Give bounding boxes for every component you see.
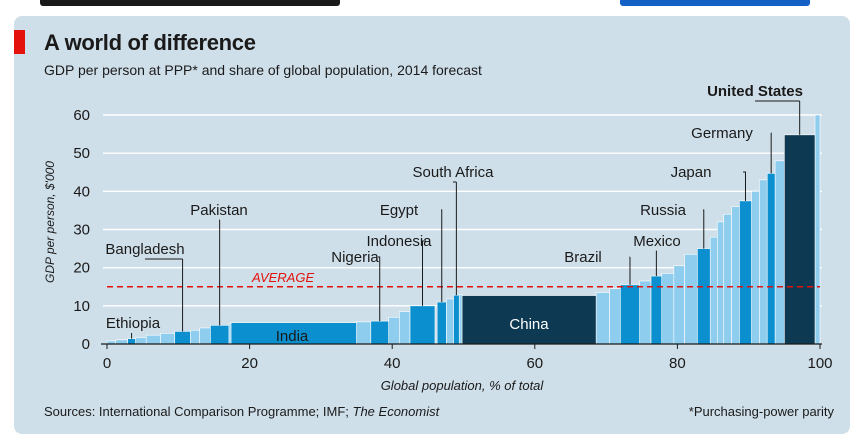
leader-russia: [703, 209, 705, 249]
bar-nigeria: [370, 320, 389, 345]
y-tick-label-50: 50: [73, 145, 90, 162]
x-tick-label-80: 80: [669, 355, 686, 372]
bar-country-21: [723, 213, 732, 345]
bar-country-6: [199, 327, 211, 345]
gridlines: [103, 114, 822, 307]
y-tick-label-10: 10: [73, 298, 90, 315]
bar-country-25: [774, 160, 785, 345]
bar-country-8: [356, 321, 372, 345]
bar-country-24: [759, 179, 768, 345]
label-russia: Russia: [640, 202, 687, 219]
bar-south-africa: [453, 294, 460, 345]
average-line-group: AVERAGE: [107, 270, 820, 288]
average-label: AVERAGE: [251, 270, 314, 285]
chart-title: A world of difference: [44, 30, 256, 55]
bar-country-17: [673, 265, 685, 345]
bar-brazil: [620, 284, 640, 345]
y-axis-title: GDP per person, $'000: [43, 161, 57, 283]
label-china: China: [509, 316, 549, 333]
bar-bangladesh: [174, 331, 191, 345]
bar-indonesia: [409, 305, 436, 345]
axes: 0 10 20 30 40 50 60 0 20 40 60 80 100 Global populati…: [43, 107, 833, 393]
x-tick-label-100: 100: [807, 355, 832, 372]
y-tick-label-20: 20: [73, 260, 90, 277]
sources-publication: The Economist: [352, 404, 440, 419]
bar-country-2: [135, 337, 147, 345]
top-edge-strip: [0, 0, 864, 14]
bar-country-20: [717, 221, 725, 345]
bar-country-19: [709, 236, 718, 345]
bar-country-22: [731, 206, 740, 345]
bar-country-12: [458, 294, 463, 345]
label-nigeria: Nigeria: [331, 249, 379, 266]
bar-labels: Ethiopia Bangladesh Pakistan India NigeriaIn…: [105, 83, 803, 345]
sources-text: Sources: International Comparison Progra…: [44, 404, 353, 419]
ppp-footnote: *Purchasing-power parity: [688, 404, 834, 419]
leader-egypt: [441, 209, 443, 303]
bar-country-9: [388, 316, 400, 345]
bar-germany: [766, 173, 776, 345]
bar-country-14: [609, 288, 621, 345]
x-tick-label-40: 40: [384, 355, 401, 372]
economist-red-tag: [14, 30, 25, 54]
x-tick-label-60: 60: [526, 355, 543, 372]
bar-country-18: [684, 254, 698, 345]
bar-united-states: [784, 134, 816, 345]
bar-series: [106, 114, 821, 345]
label-mexico: Mexico: [633, 233, 681, 250]
label-indonesia: Indonesia: [366, 233, 432, 250]
chart-card: [14, 16, 850, 434]
y-tick-label-30: 30: [73, 222, 90, 239]
label-pakistan: Pakistan: [190, 202, 248, 219]
label-south-africa: South Africa: [413, 164, 495, 181]
chart-subtitle: GDP per person at PPP* and share of glob…: [44, 62, 482, 78]
bar-country-10: [399, 311, 411, 345]
label-egypt: Egypt: [380, 202, 419, 219]
label-united-states: United States: [707, 83, 803, 100]
x-tick-label-0: 0: [103, 355, 111, 372]
bar-country-3: [145, 334, 161, 345]
leader-japan: [743, 171, 746, 201]
bar-country-4: [160, 333, 176, 345]
bar-country-16: [661, 273, 675, 345]
y-tick-label-0: 0: [82, 336, 90, 353]
leader-indonesia: [422, 240, 426, 306]
bar-pakistan: [210, 324, 230, 345]
label-brazil: Brazil: [564, 249, 602, 266]
bar-country-5: [190, 329, 200, 345]
bar-ethiopia: [127, 338, 136, 345]
y-tick-label-60: 60: [73, 107, 90, 124]
bar-country-23: [751, 191, 760, 345]
label-india: India: [276, 328, 309, 345]
bar-china: [461, 295, 597, 345]
x-axis-title: Global population, % of total: [381, 378, 545, 393]
x-tick-label-20: 20: [241, 355, 258, 372]
bar-country-13: [595, 292, 610, 345]
sources-note: Sources: International Comparison Progra…: [44, 404, 439, 419]
y-tick-label-40: 40: [73, 183, 90, 200]
label-ethiopia: Ethiopia: [106, 315, 161, 332]
bar-country-7: [228, 323, 232, 345]
label-bangladesh: Bangladesh: [105, 241, 184, 258]
bar-country-1: [115, 339, 128, 345]
bar-russia: [697, 248, 711, 345]
bar-japan: [739, 200, 752, 345]
bar-egypt: [436, 301, 447, 345]
bar-country-11: [446, 298, 454, 345]
leader-nigeria: [378, 256, 381, 322]
label-japan: Japan: [671, 164, 712, 181]
bar-country-15: [639, 280, 652, 345]
bar-country-26: [814, 114, 821, 345]
label-leader-lines: [131, 100, 801, 339]
label-germany: Germany: [691, 125, 753, 142]
